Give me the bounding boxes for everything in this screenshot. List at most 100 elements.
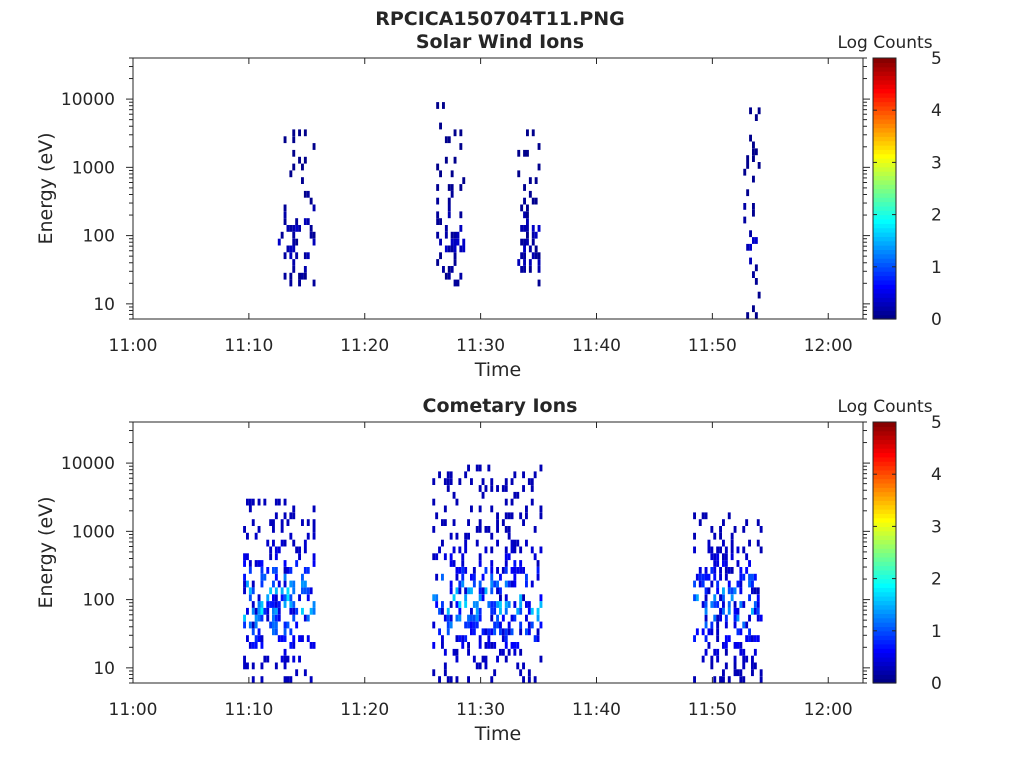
heatmap-cell [748,614,751,622]
heatmap-cell [487,526,491,533]
heatmap-cell [752,305,755,313]
heatmap-cell [759,546,763,554]
heatmap-cell [452,519,456,526]
heatmap-cell [257,526,261,533]
colorbar-segment [873,604,896,610]
heatmap-cell [742,662,746,670]
colorbar-segment [873,582,896,588]
heatmap-cell [516,607,520,615]
colorbar-segment [873,253,896,259]
heatmap-cell [286,245,290,253]
heatmap-cell [449,478,453,485]
heatmap-cell [306,614,310,622]
colorbar-segment [873,461,896,467]
panel-solar-wind-ions: Solar Wind Ions 11:00 11:10 11:20 11:30 11:40… [35,31,942,381]
colorbar-segment [873,114,896,120]
heatmap-cell [484,546,488,554]
heatmap-cell [453,279,457,287]
heatmap-cell [510,478,514,485]
heatmap-cell [722,642,725,649]
heatmap-cell [251,628,255,636]
heatmap-cell [523,149,526,157]
heatmap-cell [534,245,538,253]
heatmap-cell [461,553,465,561]
heatmap-cell [484,567,488,574]
colorbar-segment [873,561,896,567]
heatmap-cell [478,464,482,472]
heatmap-cell [292,245,296,253]
heatmap-cell [713,567,717,574]
heatmap-cell [510,498,514,506]
colorbar-segment [873,232,896,237]
heatmap-cell [303,587,307,595]
heatmap-cell [724,635,728,642]
heatmap-cell [459,129,463,137]
colorbar-segment [873,526,896,532]
colorbar-segment [873,127,896,133]
heatmap-cell [478,594,482,602]
heatmap-cell [447,245,451,253]
heatmap-cell [504,553,508,561]
heatmap-cell [527,478,531,485]
heatmap-cell [719,546,722,554]
heatmap-cell [526,238,529,246]
heatmap-cell [748,580,751,588]
heatmap-cell [719,532,722,540]
heatmap-cell [733,601,737,608]
heatmap-cell [754,278,758,285]
heatmap-cell [467,519,470,526]
heatmap-cell [756,519,760,526]
heatmap-cell [303,580,307,588]
colorbar-segment [873,530,896,536]
heatmap-cell [455,655,459,663]
heatmap-cell [283,498,287,506]
heatmap-cell [435,573,439,581]
heatmap-cell [298,156,301,164]
heatmap-cell [292,163,296,171]
heatmap-cell [436,211,440,219]
heatmap-cell [257,560,261,567]
heatmap-cell [472,601,476,608]
heatmap-cell [435,594,439,602]
heatmap-cell [534,177,538,184]
heatmap-cell [303,546,307,554]
heatmap-cell [719,573,722,581]
y-tick-label: 100 [83,591,115,611]
heatmap-cell [475,607,479,615]
heatmap-cell [501,485,505,492]
heatmap-cell [496,485,499,492]
heatmap-cell [751,607,754,615]
heatmap-cell [458,614,462,622]
colorbar-segment [873,491,896,497]
heatmap-cell [490,607,494,615]
heatmap-cell [295,218,299,225]
heatmap-cell [539,464,543,472]
heatmap-cell [464,539,468,547]
heatmap-cell [263,498,267,506]
heatmap-cell [478,662,482,670]
heatmap-cell [438,676,441,683]
heatmap-cell [724,642,728,649]
heatmap-cell [484,655,488,663]
colorbar-segment [873,301,896,307]
heatmap-cell [707,587,711,595]
colorbar-segment [873,205,896,211]
heatmap-cell [472,580,476,588]
colorbar-segment [873,543,896,549]
heatmap-cell [455,567,459,574]
heatmap-cell [289,628,293,636]
colorbar-tick-label: 2 [931,206,942,226]
heatmap-cell [283,272,287,280]
heatmap-cell [286,587,290,595]
heatmap-cell [528,177,532,184]
heatmap-cell [487,635,491,642]
heatmap-cell [742,648,746,656]
heatmap-cell [435,512,439,520]
heatmap-cell [724,546,728,554]
heatmap-cell [724,573,728,581]
heatmap-cell [504,526,508,533]
heatmap-cell [269,587,273,595]
heatmap-cell [487,464,491,472]
heatmap-cell [272,519,275,526]
